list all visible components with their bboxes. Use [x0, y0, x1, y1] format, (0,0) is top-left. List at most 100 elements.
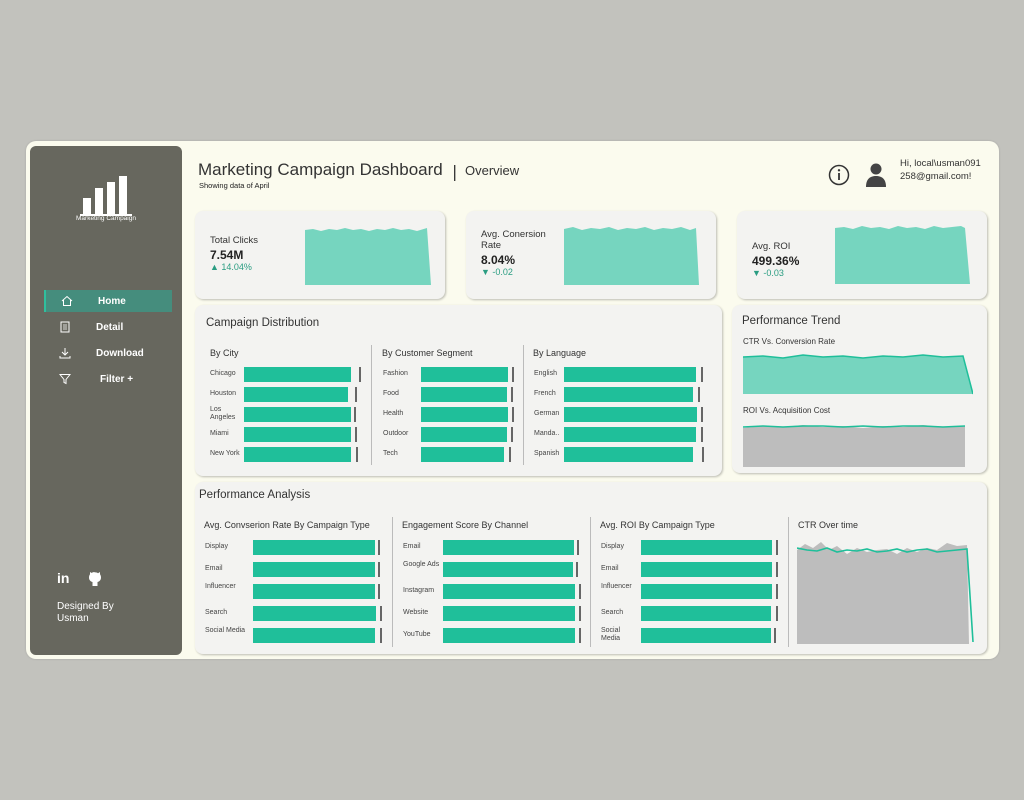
bar-row[interactable]: Instagram: [403, 584, 581, 600]
bar-chart-conversion-by-type: Display Email Influencer Search Social Media: [205, 540, 383, 648]
target-marker: [575, 562, 578, 577]
bar-row[interactable]: Search: [601, 606, 779, 622]
bar-row[interactable]: Spanish: [534, 447, 706, 463]
bar: [244, 447, 351, 462]
bar-label: Influencer: [205, 583, 236, 590]
bar-row[interactable]: Outdoor: [383, 427, 514, 443]
bar-label: Display: [205, 543, 228, 550]
bar-row[interactable]: Miami: [210, 427, 362, 443]
bar-row[interactable]: Email: [601, 562, 779, 578]
user-avatar-icon[interactable]: [865, 162, 887, 188]
nav-filter-label: Filter +: [100, 373, 134, 385]
bar-label: YouTube: [403, 631, 431, 638]
bar-row[interactable]: YouTube: [403, 628, 581, 644]
kpi-card-conversion-rate: Avg. Conersion Rate 8.04% ▼ -0.02: [466, 211, 716, 299]
bar-row[interactable]: Houston: [210, 387, 362, 403]
nav-detail[interactable]: Detail: [44, 316, 172, 338]
download-icon: [59, 348, 71, 359]
bar: [421, 447, 504, 462]
bar-row[interactable]: Email: [205, 562, 383, 578]
nav-filter[interactable]: Filter +: [44, 368, 172, 390]
bar: [421, 387, 508, 402]
ctr-over-time-area-chart: [797, 542, 974, 644]
bar-row[interactable]: Display: [205, 540, 383, 556]
bar-row[interactable]: Health: [383, 407, 515, 423]
bar: [564, 367, 696, 382]
bar-row[interactable]: Chicago: [210, 367, 362, 383]
target-marker: [697, 387, 700, 402]
target-marker: [511, 387, 514, 402]
bar-label: Email: [403, 543, 421, 550]
bar: [244, 407, 351, 422]
target-marker: [512, 407, 515, 422]
info-icon[interactable]: [828, 164, 850, 186]
linkedin-icon[interactable]: in: [57, 571, 73, 585]
kpi-area-chart: [835, 226, 970, 284]
kpi-area-chart: [564, 227, 699, 285]
target-marker: [378, 584, 381, 599]
bar-label: Instagram: [403, 587, 435, 594]
bar-row[interactable]: Social Media: [205, 627, 383, 644]
chart-title: CTR Over time: [798, 520, 859, 530]
bar: [443, 606, 576, 621]
bar-label: Website: [403, 609, 429, 616]
bar-row[interactable]: English: [534, 367, 706, 383]
bar-label: French: [534, 390, 556, 397]
bar-label: Manda..: [534, 430, 560, 437]
target-marker: [578, 606, 581, 621]
target-marker: [379, 606, 382, 621]
bar: [443, 628, 576, 643]
bar-chart-by-segment: Fashion Food Health Outdoor Tech: [383, 367, 515, 467]
performance-trend-card: Performance Trend CTR Vs. Conversion Rat…: [732, 305, 987, 473]
group-title: By Language: [533, 348, 587, 358]
sidebar-nav: Home Detail Download Filter +: [44, 290, 172, 394]
nav-detail-label: Detail: [96, 321, 124, 333]
bar: [443, 584, 576, 599]
bar-row[interactable]: Social Media: [601, 627, 779, 644]
target-marker: [774, 628, 777, 643]
bar-row[interactable]: Food: [383, 387, 514, 403]
group-title: By City: [210, 348, 239, 358]
bar: [253, 606, 377, 621]
bar: [421, 427, 508, 442]
github-icon[interactable]: [87, 571, 103, 587]
nav-download[interactable]: Download: [44, 342, 172, 364]
bar-label: Miami: [210, 430, 229, 437]
home-icon: [61, 295, 73, 306]
bar: [641, 540, 773, 555]
bar-row[interactable]: Tech: [383, 447, 513, 463]
nav-download-label: Download: [96, 347, 144, 359]
svg-text:in: in: [57, 571, 69, 585]
bar-row[interactable]: Display: [601, 540, 779, 556]
kpi-change: ▼ -0.03: [752, 268, 784, 278]
target-marker: [356, 447, 359, 462]
kpi-value: 7.54M: [210, 248, 244, 262]
bar-row[interactable]: Influencer: [601, 583, 779, 600]
divider: [371, 345, 372, 465]
bar-row[interactable]: New York: [210, 447, 362, 463]
target-marker: [355, 387, 358, 402]
bar-row[interactable]: German: [534, 407, 706, 423]
divider: [590, 517, 591, 647]
bar-row[interactable]: Email: [403, 540, 581, 556]
bar: [253, 628, 376, 643]
nav-home[interactable]: Home: [44, 290, 172, 312]
bar-label: Search: [205, 609, 228, 616]
bar-row[interactable]: Google Ads: [403, 561, 581, 578]
bar-row[interactable]: Influencer: [205, 583, 383, 600]
bar-row[interactable]: Website: [403, 606, 581, 622]
bar-label: Los Angeles: [210, 406, 236, 421]
bar: [564, 427, 696, 442]
group-title: By Customer Segment: [382, 348, 473, 358]
bar-label: Food: [383, 390, 399, 397]
bar-row[interactable]: Search: [205, 606, 383, 622]
bar: [564, 407, 698, 422]
bar-row[interactable]: Fashion: [383, 367, 515, 383]
bar-row[interactable]: Manda..: [534, 427, 706, 443]
bar-row[interactable]: French: [534, 387, 706, 403]
bar-label: Social Media: [601, 627, 621, 642]
bar-row[interactable]: Los Angeles: [210, 406, 362, 423]
social-links: in: [57, 571, 103, 587]
page-subtitle: Overview: [465, 163, 520, 178]
chart-title: ROI Vs. Acquisition Cost: [743, 406, 831, 415]
